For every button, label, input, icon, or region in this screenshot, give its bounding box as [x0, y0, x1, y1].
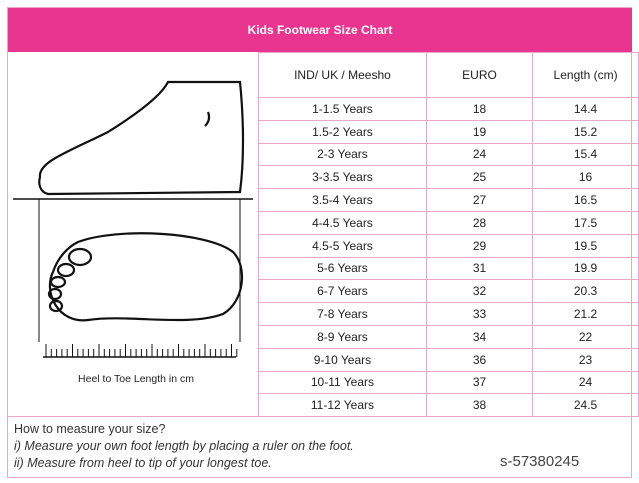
euro-cell: 38 [425, 393, 534, 418]
length-cell: 15.2 [532, 119, 639, 144]
size-cell: 11-12 Years [258, 393, 427, 418]
table-row: 11-12 Years 38 24.5 [258, 393, 639, 418]
euro-cell: 28 [425, 210, 534, 235]
foot-diagram-icon: Heel to Toe Length in cm [13, 80, 253, 385]
euro-cell: 32 [425, 279, 534, 304]
table-row: 4.5-5 Years 29 19.5 [258, 233, 639, 258]
size-cell: 4.5-5 Years [258, 233, 427, 258]
watermark: s-57380245 [500, 453, 580, 470]
euro-cell: 19 [425, 119, 534, 144]
euro-cell: 34 [425, 324, 534, 349]
size-cell: 3.5-4 Years [258, 188, 427, 212]
length-cell: 22 [532, 324, 639, 349]
size-cell: 8-9 Years [258, 324, 427, 349]
size-cell: 2-3 Years [258, 142, 427, 167]
length-cell: 20.3 [532, 279, 639, 304]
length-cell: 23 [532, 347, 639, 372]
length-cell: 16.5 [532, 188, 639, 212]
table-row: 3-3.5 Years 25 16 [258, 165, 639, 190]
euro-cell: 25 [425, 165, 534, 190]
size-cell: 6-7 Years [258, 279, 427, 304]
size-table: IND/ UK / Meesho EURO Length (cm) 1-1.5 … [258, 52, 639, 418]
table-row: 9-10 Years 36 23 [258, 347, 639, 372]
euro-cell: 29 [425, 233, 534, 258]
size-cell: 7-8 Years [258, 302, 427, 326]
col-header-size: IND/ UK / Meesho [258, 52, 427, 98]
instruction-step-1: i) Measure your own foot length by placi… [14, 439, 354, 453]
length-cell: 21.2 [532, 302, 639, 326]
size-cell: 4-4.5 Years [258, 210, 427, 235]
length-cell: 19.9 [532, 256, 639, 281]
ruler-ticks [45, 344, 238, 357]
length-cell: 15.4 [532, 142, 639, 167]
length-cell: 24.5 [532, 393, 639, 418]
length-cell: 16 [532, 165, 639, 190]
table-row: 4-4.5 Years 28 17.5 [258, 210, 639, 235]
table-row: 5-6 Years 31 19.9 [258, 256, 639, 281]
size-cell: 3-3.5 Years [258, 165, 427, 190]
euro-cell: 37 [425, 370, 534, 395]
size-cell: 1.5-2 Years [258, 119, 427, 144]
size-cell: 10-11 Years [258, 370, 427, 395]
euro-cell: 33 [425, 302, 534, 326]
length-cell: 14.4 [532, 97, 639, 121]
length-cell: 24 [532, 370, 639, 395]
length-cell: 17.5 [532, 210, 639, 235]
length-cell: 19.5 [532, 233, 639, 258]
instructions: How to measure your size? i) Measure you… [8, 416, 632, 478]
euro-cell: 18 [425, 97, 534, 121]
euro-cell: 36 [425, 347, 534, 372]
ruler-label: Heel to Toe Length in cm [78, 373, 194, 385]
euro-cell: 31 [425, 256, 534, 281]
table-row: 1-1.5 Years 18 14.4 [258, 97, 639, 121]
table-row: 3.5-4 Years 27 16.5 [258, 188, 639, 212]
foot-illustration: Heel to Toe Length in cm [8, 52, 259, 416]
euro-cell: 24 [425, 142, 534, 167]
chart-title: Kids Footwear Size Chart [8, 8, 632, 52]
euro-cell: 27 [425, 188, 534, 212]
table-row: 2-3 Years 24 15.4 [258, 142, 639, 167]
size-cell: 5-6 Years [258, 256, 427, 281]
table-row: 6-7 Years 32 20.3 [258, 279, 639, 304]
size-cell: 9-10 Years [258, 347, 427, 372]
instructions-heading: How to measure your size? [14, 422, 166, 436]
col-header-euro: EURO [425, 52, 534, 98]
table-row: 7-8 Years 33 21.2 [258, 302, 639, 326]
table-row: 1.5-2 Years 19 15.2 [258, 119, 639, 144]
size-cell: 1-1.5 Years [258, 97, 427, 121]
col-header-length: Length (cm) [532, 52, 639, 98]
table-row: 8-9 Years 34 22 [258, 324, 639, 349]
table-row: 10-11 Years 37 24 [258, 370, 639, 395]
instruction-step-2: ii) Measure from heel to tip of your lon… [14, 456, 272, 470]
